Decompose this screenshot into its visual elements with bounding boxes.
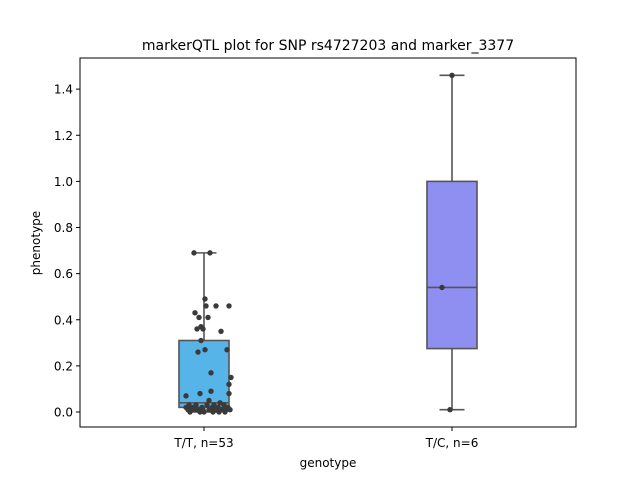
data-point [198, 337, 204, 344]
data-point [217, 400, 223, 406]
plot-area [178, 72, 478, 415]
data-point [226, 381, 232, 388]
y-tick-label: 0.6 [54, 267, 73, 281]
data-point [201, 409, 207, 415]
y-tick-label: 1.0 [54, 175, 73, 189]
data-point [205, 314, 211, 321]
y-tick-label: 0.4 [54, 313, 73, 327]
data-point [206, 397, 212, 404]
y-tick-label: 1.2 [54, 129, 73, 143]
data-point [202, 296, 208, 302]
data-point [221, 402, 227, 408]
data-point [196, 314, 202, 321]
data-point [191, 250, 197, 256]
data-point [216, 409, 222, 415]
data-point [202, 347, 208, 353]
x-axis: T/T, n=53 T/C, n=6 [173, 427, 478, 450]
box [426, 180, 478, 350]
data-point [187, 409, 193, 415]
data-point [207, 250, 213, 256]
data-point [224, 347, 230, 353]
x-tick-label: T/T, n=53 [173, 436, 233, 450]
y-tick-label: 1.4 [54, 83, 73, 97]
data-point [228, 374, 234, 381]
y-axis: 0.0 0.2 0.4 0.6 0.8 1.0 1.2 1.4 [54, 83, 80, 420]
data-point [197, 390, 203, 397]
data-point [194, 326, 200, 332]
x-axis-label: genotype [300, 456, 357, 470]
data-point [192, 310, 198, 316]
data-point [447, 407, 453, 413]
data-point [206, 407, 212, 413]
data-point [197, 409, 203, 415]
data-point [222, 409, 228, 415]
data-point [192, 407, 198, 413]
y-tick-label: 0.2 [54, 359, 73, 373]
data-point [210, 409, 216, 415]
data-point [200, 326, 206, 332]
chart-title: markerQTL plot for SNP rs4727203 and mar… [142, 38, 514, 54]
y-tick-label: 0.0 [54, 406, 73, 420]
data-point [213, 303, 219, 309]
data-point [226, 303, 232, 309]
data-point [204, 402, 210, 408]
y-axis-label: phenotype [29, 211, 43, 275]
data-point [208, 388, 214, 394]
data-point [227, 407, 233, 413]
data-point [226, 390, 232, 397]
plot-frame [79, 57, 577, 428]
data-point [449, 72, 455, 78]
data-point [203, 303, 209, 309]
data-point [439, 284, 445, 291]
data-point [183, 393, 189, 399]
y-tick-label: 0.8 [54, 221, 73, 235]
x-tick-label: T/C, n=6 [425, 436, 479, 450]
data-point [195, 349, 201, 355]
data-point [208, 370, 214, 376]
data-point [218, 328, 224, 334]
